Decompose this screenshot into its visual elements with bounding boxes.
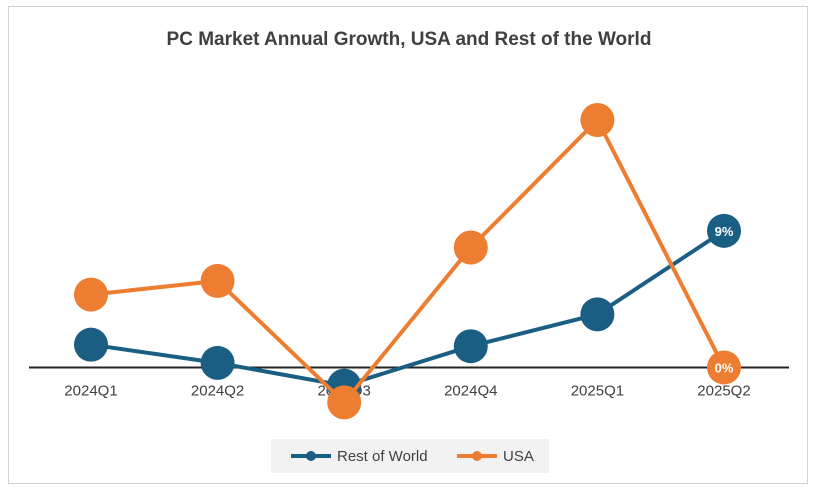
line-chart: PC Market Annual Growth, USA and Rest of… — [29, 29, 789, 473]
data-point — [707, 213, 741, 248]
series-0: 9% — [74, 213, 741, 403]
series-layer: 9% 0% — [74, 102, 741, 420]
legend: Rest of World USA — [271, 439, 549, 473]
chart-frame: PC Market Annual Growth, USA and Rest of… — [8, 6, 808, 484]
data-point — [327, 385, 362, 420]
legend-label: USA — [503, 448, 534, 465]
series-line — [90, 229, 726, 388]
data-point — [580, 297, 615, 332]
x-tick-label: 2025Q1 — [571, 382, 624, 399]
data-label: 9% — [715, 224, 734, 239]
data-point — [74, 277, 108, 312]
legend-item: Rest of World — [291, 448, 428, 465]
x-tick-label: 2025Q2 — [697, 382, 750, 399]
legend-marker — [472, 451, 482, 461]
data-point — [453, 329, 488, 364]
legend-item: USA — [457, 448, 534, 465]
data-point — [453, 230, 488, 265]
series-line — [90, 117, 726, 405]
data-point — [200, 263, 235, 298]
x-axis: 2024Q12024Q22024Q32024Q42025Q12025Q2 — [29, 366, 789, 399]
legend-marker — [306, 451, 316, 461]
x-tick-label: 2024Q1 — [64, 382, 117, 399]
data-point — [707, 350, 741, 385]
data-point — [580, 102, 615, 137]
data-point — [74, 327, 108, 362]
x-tick-label: 2024Q4 — [444, 382, 497, 399]
x-tick-label: 2024Q2 — [191, 382, 244, 399]
series-1: 0% — [74, 102, 741, 420]
data-point — [200, 345, 235, 380]
chart-title: PC Market Annual Growth, USA and Rest of… — [167, 29, 652, 50]
data-label: 0% — [715, 360, 734, 375]
legend-label: Rest of World — [337, 448, 428, 465]
